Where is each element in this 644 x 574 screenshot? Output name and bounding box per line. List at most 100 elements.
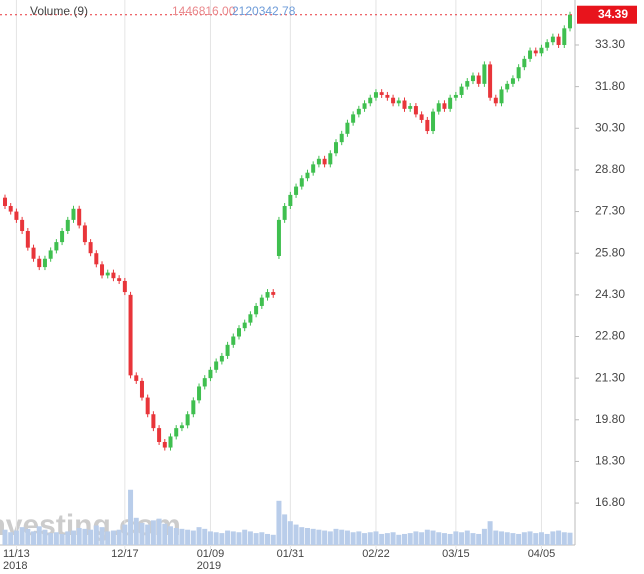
volume-bar — [373, 531, 379, 545]
volume-bar — [150, 520, 156, 545]
candle — [3, 197, 7, 207]
volume-bar — [556, 530, 562, 545]
volume-bar — [413, 531, 419, 545]
volume-bar — [304, 528, 310, 545]
volume-bar — [128, 489, 134, 545]
candle — [139, 380, 144, 398]
volume-bar — [253, 533, 259, 545]
candle — [288, 194, 293, 207]
volume-bar — [293, 524, 299, 545]
candle — [476, 75, 481, 84]
candle — [122, 280, 127, 293]
y-tick-label: 21.30 — [595, 370, 625, 384]
candle — [162, 441, 167, 448]
volume-bar — [76, 528, 82, 545]
candle — [299, 178, 304, 187]
candle — [425, 119, 430, 132]
volume-bar — [259, 532, 265, 545]
candle — [442, 103, 447, 109]
x-tick-label: 03/15 — [442, 548, 470, 560]
legend-average: 2120342.78 — [232, 4, 296, 18]
volume-bar — [470, 533, 476, 545]
candle — [88, 242, 93, 254]
candle — [225, 344, 230, 356]
volume-bar — [493, 530, 499, 545]
volume-bar — [219, 533, 225, 545]
volume-bar — [213, 532, 219, 545]
candle — [545, 42, 550, 48]
candle — [550, 36, 555, 43]
candle — [562, 28, 567, 45]
volume-bar — [362, 533, 368, 545]
y-tick-label: 33.30 — [595, 37, 625, 51]
volume-bar — [516, 533, 522, 545]
candle — [459, 86, 464, 95]
candle — [556, 36, 561, 45]
candle — [151, 414, 156, 429]
candle — [448, 97, 453, 109]
candle — [208, 369, 213, 379]
volume-bar — [567, 532, 573, 545]
candle — [402, 100, 407, 109]
y-tick-label: 28.80 — [595, 162, 625, 176]
volume-bar — [390, 532, 396, 545]
x-tick-label: 11/13 2018 — [3, 548, 30, 572]
candle — [65, 219, 70, 231]
candle — [408, 106, 413, 109]
candle — [42, 258, 47, 268]
y-tick-label: 25.80 — [595, 245, 625, 259]
volume-bar — [504, 532, 510, 545]
volume-bar — [42, 529, 48, 545]
candle — [373, 92, 378, 98]
candle — [71, 208, 76, 220]
y-tick-label: 31.80 — [595, 79, 625, 93]
candle — [37, 258, 42, 268]
volume-bar — [299, 527, 305, 545]
x-tick-label: 12/17 — [111, 548, 139, 560]
candle — [8, 206, 13, 212]
candle — [157, 428, 162, 442]
candle — [179, 425, 184, 429]
candle — [505, 83, 510, 90]
volume-bar — [282, 514, 288, 545]
candle — [431, 111, 436, 132]
candle — [236, 328, 241, 337]
candle — [522, 58, 527, 68]
candle — [385, 94, 390, 98]
volume-bar — [561, 532, 567, 545]
legend-name: Volume (9) — [30, 4, 88, 18]
last-price-box — [577, 5, 637, 24]
volume-bar — [447, 533, 453, 545]
volume-bar — [225, 530, 231, 545]
volume-bar — [19, 527, 25, 545]
volume-bar — [31, 531, 37, 545]
candle — [168, 436, 173, 448]
volume-bar — [459, 532, 465, 545]
volume-bar — [453, 531, 459, 545]
candle — [20, 219, 25, 231]
candle — [60, 230, 65, 243]
candle — [219, 355, 224, 362]
candle — [396, 100, 401, 104]
volume-bar — [99, 527, 105, 545]
candle — [351, 114, 356, 123]
volume-bar — [53, 532, 59, 545]
candle — [82, 225, 87, 243]
candle — [276, 219, 281, 256]
volume-bar — [93, 525, 99, 545]
volume-bar — [487, 521, 493, 545]
candle — [77, 208, 82, 226]
volume-bar — [65, 531, 71, 545]
volume-bar — [407, 533, 413, 545]
candle — [345, 122, 350, 134]
candle — [368, 97, 373, 104]
volume-bar — [122, 524, 128, 545]
volume-bar — [36, 526, 42, 545]
volume-bar — [544, 533, 550, 545]
candle — [362, 103, 367, 109]
volume-bar — [424, 529, 430, 545]
volume-bar — [356, 531, 362, 545]
candle — [259, 297, 264, 306]
candle — [322, 158, 327, 165]
